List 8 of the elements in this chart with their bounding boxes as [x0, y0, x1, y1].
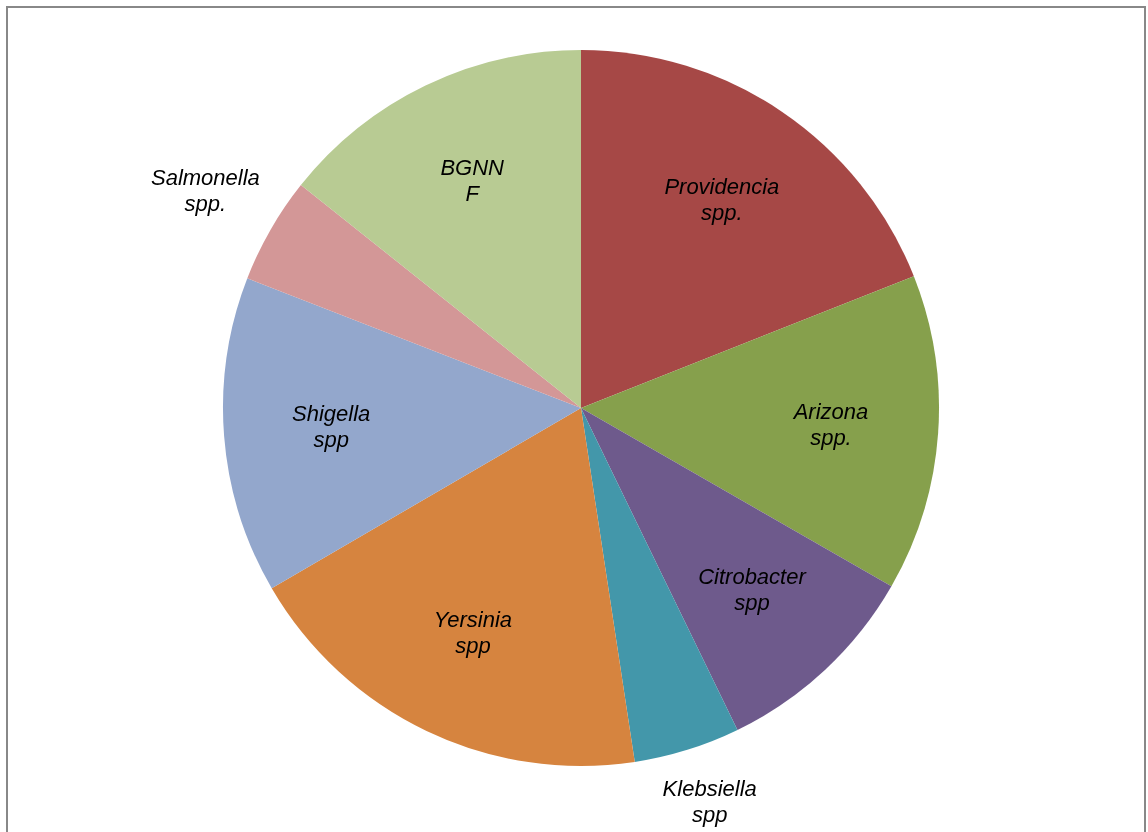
slice-label: Arizona spp.	[791, 399, 869, 451]
slice-label: Citrobacter spp	[698, 564, 808, 616]
slice-label: Providencia spp.	[664, 173, 780, 225]
slice-label: BGNN F	[440, 155, 505, 207]
slice-label: Shigella spp	[292, 400, 371, 452]
slice-label: Yersinia spp	[433, 607, 513, 659]
slice-label: Klebsiella spp	[662, 776, 757, 828]
slice-label: Salmonella spp.	[150, 165, 260, 217]
